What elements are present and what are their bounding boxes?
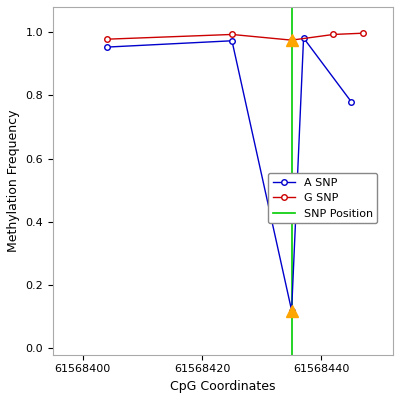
X-axis label: CpG Coordinates: CpG Coordinates (170, 380, 276, 393)
Y-axis label: Methylation Frequency: Methylation Frequency (7, 110, 20, 252)
Legend: A SNP, G SNP, SNP Position: A SNP, G SNP, SNP Position (268, 173, 377, 223)
